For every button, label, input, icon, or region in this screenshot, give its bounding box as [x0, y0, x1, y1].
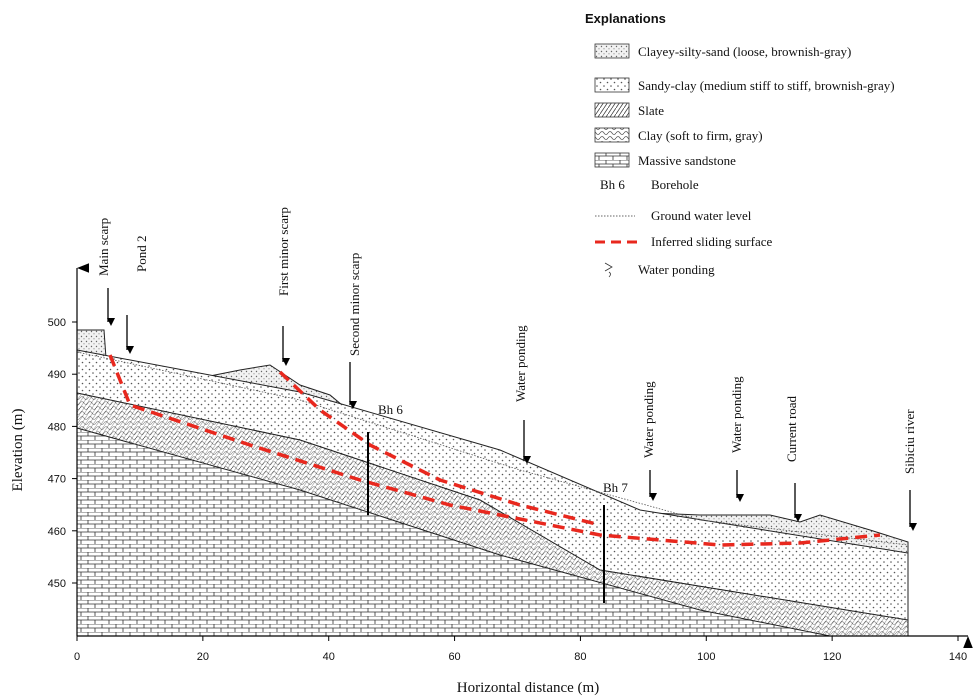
- x-tick-label: 40: [323, 651, 335, 663]
- x-tick-label: 20: [197, 651, 209, 663]
- legend-label: Clayey-silty-sand (loose, brownish-gray): [638, 44, 851, 59]
- x-tick-label: 120: [823, 651, 841, 663]
- legend-title: Explanations: [585, 11, 666, 26]
- layers: [77, 330, 908, 636]
- legend-label: Borehole: [651, 177, 699, 192]
- x-tick-label: 80: [574, 651, 586, 663]
- legend-label: Water ponding: [638, 262, 715, 277]
- y-tick-label: 500: [48, 317, 66, 329]
- legend-swatches: [595, 44, 640, 277]
- x-axis-label: Horizontal distance (m): [457, 680, 599, 696]
- legend-label: Inferred sliding surface: [651, 234, 773, 249]
- annotation: Sibiciu river: [902, 409, 917, 474]
- legend-label: Slate: [638, 103, 664, 118]
- y-tick-label: 480: [48, 421, 66, 433]
- cross-section: Explanations Bh 6 Clayey-silty-sand (loo…: [0, 0, 977, 699]
- annotation: Bh 6: [378, 402, 403, 417]
- annotation: Current road: [784, 395, 799, 462]
- y-tick-label: 470: [48, 474, 66, 486]
- legend-label: Ground water level: [651, 208, 752, 223]
- annotation: Water ponding: [641, 381, 656, 458]
- y-tick-label: 460: [48, 526, 66, 538]
- y-tick-label: 450: [48, 578, 66, 590]
- annotation: Pond 2: [134, 236, 149, 272]
- annotation: Water ponding: [513, 325, 528, 402]
- annotation: Main scarp: [96, 218, 111, 276]
- y-axis-label: Elevation (m): [10, 409, 26, 492]
- y-tick-label: 490: [48, 369, 66, 381]
- legend-label: Massive sandstone: [638, 153, 736, 168]
- annotation: Second minor scarp: [347, 253, 362, 356]
- x-tick-label: 60: [448, 651, 460, 663]
- x-tick-label: 100: [697, 651, 715, 663]
- legend-label: Sandy-clay (medium stiff to stiff, brown…: [638, 78, 895, 93]
- x-tick-label: 0: [74, 651, 80, 663]
- legend-symbol: Bh 6: [600, 177, 625, 192]
- annotation: Water ponding: [729, 376, 744, 453]
- x-tick-label: 140: [949, 651, 967, 663]
- legend-label: Clay (soft to firm, gray): [638, 128, 763, 143]
- annotation: Bh 7: [603, 480, 628, 495]
- annotation: First minor scarp: [276, 207, 291, 296]
